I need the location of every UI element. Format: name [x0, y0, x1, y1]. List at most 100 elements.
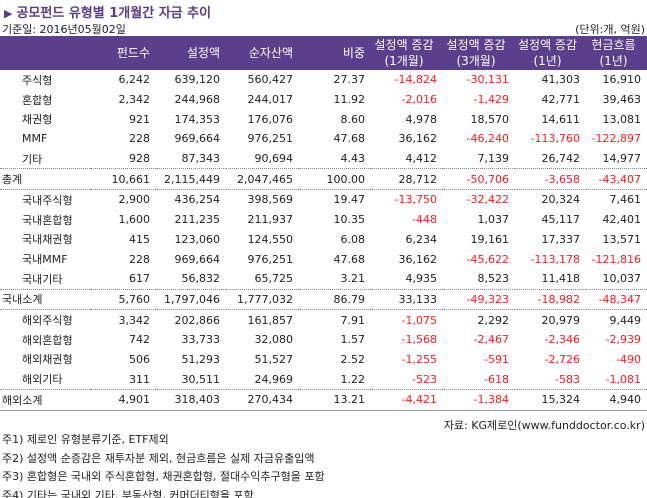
table-row: 국내혼합형 1,600 211,235 211,937 10.35 -448 1,037 45… — [0, 210, 647, 230]
cell-value: 2,047,465 — [226, 168, 299, 190]
cell-value: 13,081 — [602, 112, 642, 126]
cell-value: 124,550 — [247, 232, 294, 246]
cell-value: -49,323 — [443, 288, 515, 310]
subtotal-row: 총계 10,661 2,115,449 2,047,465 100.00 28,712 -5… — [0, 168, 647, 190]
cell-value: -43,407 — [586, 168, 647, 190]
cell-value: 56,832 — [181, 272, 221, 286]
cell-value: 42,401 — [602, 213, 642, 227]
cell-value: 1,777,032 — [226, 288, 299, 310]
row-label: 해외소계 — [0, 389, 90, 411]
cell-value: -1,255 — [401, 352, 437, 366]
cell-value: -48,347 — [586, 288, 647, 310]
table-row: 해외기타 311 30,511 24,969 1.22 -523 -618 -583 -1,08… — [0, 369, 647, 389]
cell-value: 244,968 — [174, 93, 221, 107]
column-header-line1: 설정액 — [186, 46, 220, 60]
cell-value: 4,940 — [586, 389, 647, 411]
table-row: 혼합형 2,342 244,968 244,017 11.92 -2,016 -1,429 4… — [0, 90, 647, 110]
cell-value: 202,866 — [156, 309, 226, 330]
cell-value: 6,242 — [118, 73, 151, 87]
table-row: 해외채권형 506 51,293 51,527 2.52 -1,255 -591 -2,726… — [0, 350, 647, 370]
column-header: 설정액 증감 (1개월) — [371, 36, 443, 70]
cell-value: 47.68 — [333, 252, 366, 266]
column-header-line1: 비중 — [342, 46, 365, 60]
column-header: 펀드수 — [90, 36, 156, 70]
cell-value: 24,969 — [254, 372, 294, 386]
table-row: 채권형 921 174,353 176,076 8.60 4,978 18,570 14,61… — [0, 109, 647, 129]
cell-value: -2,939 — [605, 333, 641, 347]
subtotal-row: 해외소계 4,901 318,403 270,434 13.21 -4,421 -1,384… — [0, 389, 647, 411]
cell-value: -4,421 — [371, 389, 443, 411]
cell-value: 228 — [129, 252, 150, 266]
cell-value: 28,712 — [371, 168, 443, 190]
cell-value: 639,120 — [174, 73, 221, 87]
table-row: 기타 928 87,343 90,694 4.43 4,412 7,139 26,742 14,… — [0, 149, 647, 169]
column-header-line1: 순자산액 — [248, 46, 293, 60]
source-text: 자료: KG제로인(www.funddoctor.co.kr) — [443, 419, 645, 432]
cell-value: -32,422 — [443, 189, 515, 210]
cell-value: 123,060 — [174, 232, 221, 246]
cell-value: 415 — [129, 232, 150, 246]
unit-label: (단위:개, 억원) — [575, 23, 645, 36]
cell-value: 65,725 — [254, 272, 294, 286]
row-label: 혼합형 — [22, 93, 53, 107]
footnote: 주3) 혼합형은 국내외 주식혼합형, 채권혼합형, 절대수익추구형을 포함 — [2, 470, 325, 483]
cell-value: 1.57 — [340, 333, 366, 347]
cell-value: 176,076 — [247, 112, 294, 126]
fund-flow-table: 펀드수 설정액 순자산액 비중 설정액 증감 (1개월) 설정액 증감 (3개월) 설정액 증감… — [0, 36, 647, 411]
cell-value: 506 — [129, 352, 150, 366]
cell-value: 87,343 — [181, 152, 221, 166]
column-header: 설정액 — [156, 36, 226, 70]
table-row: 국내주식형 2,900 436,254 398,569 19.47 -13,750 -32,… — [0, 189, 647, 210]
cell-value: 921 — [129, 112, 150, 126]
cell-value: 2,292 — [443, 309, 515, 330]
cell-value: 3,342 — [90, 309, 156, 330]
cell-value: 39,463 — [602, 93, 642, 107]
cell-value: 10,037 — [602, 272, 642, 286]
cell-value: 211,937 — [247, 213, 294, 227]
cell-value: 45,117 — [541, 213, 581, 227]
cell-value: 11,418 — [541, 272, 581, 286]
cell-value: -490 — [616, 352, 641, 366]
cell-value: 2,900 — [90, 189, 156, 210]
cell-value: 42,771 — [541, 93, 581, 107]
cell-value: 6.08 — [340, 232, 366, 246]
cell-value: 4,901 — [90, 389, 156, 411]
cell-value: 2,115,449 — [156, 168, 226, 190]
column-header-line2: (3개월) — [456, 54, 496, 68]
cell-value: 86.79 — [299, 288, 371, 310]
cell-value: 51,527 — [254, 352, 294, 366]
cell-value: -50,706 — [443, 168, 515, 190]
row-label: 총계 — [0, 168, 90, 190]
table-header: 펀드수 설정액 순자산액 비중 설정액 증감 (1개월) 설정액 증감 (3개월) 설정액 증감… — [0, 36, 647, 70]
cell-value: 436,254 — [156, 189, 226, 210]
cell-value: 4,412 — [405, 152, 438, 166]
column-header-line2: (1개월) — [384, 54, 424, 68]
row-label: 국내혼합형 — [22, 213, 73, 227]
column-header: 설정액 증감 (1년) — [515, 36, 586, 70]
cell-value: 8.60 — [340, 112, 366, 126]
column-header — [0, 36, 90, 70]
panel-title: ▶ 공모펀드 유형별 1개월간 자금 추이 — [4, 2, 211, 21]
table-row: 국내채권형 415 123,060 124,550 6.08 6,234 19,161 17,… — [0, 230, 647, 250]
row-label: 해외혼합형 — [22, 333, 73, 347]
cell-value: 1,600 — [118, 213, 151, 227]
cell-value: -591 — [484, 352, 509, 366]
cell-value: 33,133 — [371, 288, 443, 310]
column-header-line1: 펀드수 — [116, 46, 150, 60]
cell-value: 617 — [129, 272, 150, 286]
row-label: 채권형 — [22, 113, 53, 127]
cell-value: 7,461 — [586, 189, 647, 210]
cell-value: 11.92 — [333, 93, 366, 107]
cell-value: 17,337 — [541, 232, 581, 246]
cell-value: 33,733 — [181, 333, 221, 347]
column-header-line1: 설정액 증감 — [517, 38, 577, 52]
row-label: 기타 — [22, 152, 43, 166]
cell-value: -30,131 — [466, 73, 509, 87]
column-header-line2: (1년) — [533, 54, 562, 68]
cell-value: 318,403 — [156, 389, 226, 411]
cell-value: 9,449 — [586, 309, 647, 330]
row-label: 국내기타 — [22, 272, 63, 286]
cell-value: 6,234 — [405, 232, 438, 246]
cell-value: 100.00 — [299, 168, 371, 190]
cell-value: 7,139 — [477, 152, 510, 166]
